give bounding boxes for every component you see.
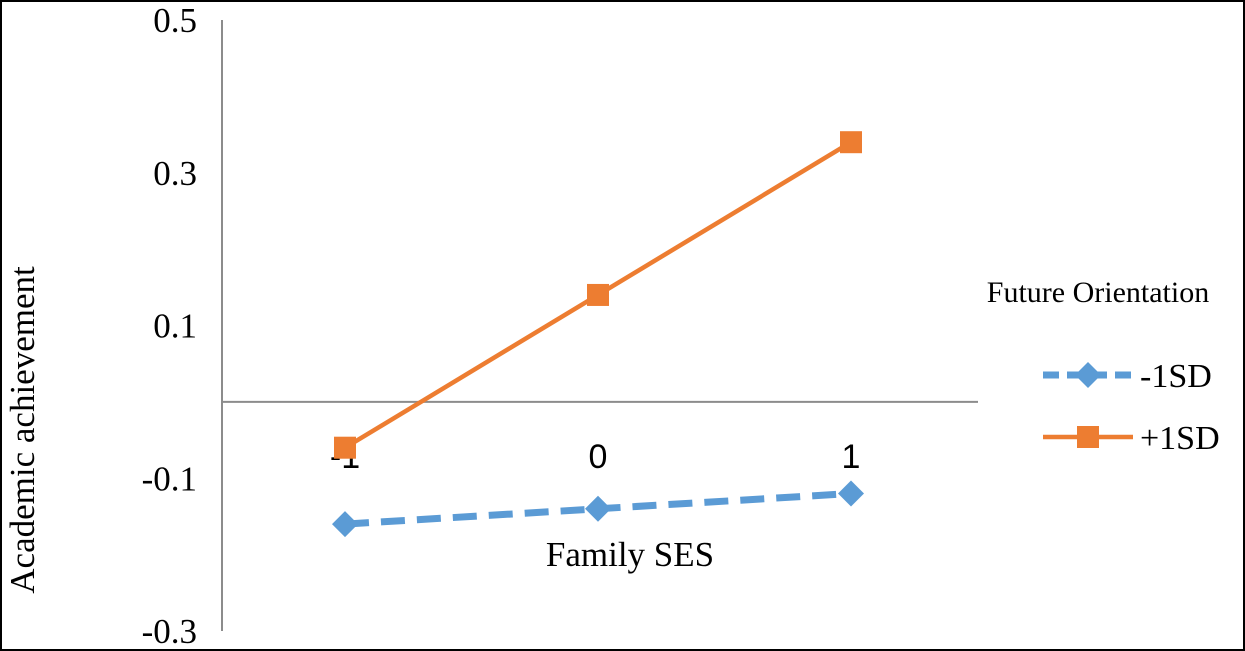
y-tick-label: 0.3	[153, 154, 197, 193]
legend: Future Orientation -1SD +1SD	[987, 276, 1220, 457]
data-point-marker	[332, 511, 358, 538]
y-tick-label: 0.1	[153, 307, 197, 346]
x-axis-label: Family SES	[546, 535, 714, 574]
data-point-marker	[840, 131, 862, 154]
data-point-marker	[838, 480, 864, 507]
legend-label: +1SD	[1140, 420, 1220, 457]
x-tick-label: 0	[589, 438, 608, 476]
legend-item: -1SD	[1043, 358, 1212, 395]
series-group	[332, 131, 864, 538]
y-tick-labels: 0.5 0.3 0.1 -0.1 -0.3	[142, 1, 197, 651]
legend-item: +1SD	[1043, 420, 1220, 457]
series-plus-1sd	[334, 131, 862, 459]
y-tick-label: -0.1	[142, 459, 197, 498]
y-tick-label: 0.5	[153, 1, 197, 40]
y-axis-label: Academic achievement	[3, 266, 42, 594]
series-minus-1sd	[332, 480, 864, 538]
data-point-marker	[585, 495, 611, 522]
axes	[221, 20, 978, 631]
x-tick-label: 1	[842, 438, 861, 476]
legend-marker	[1077, 426, 1099, 448]
legend-marker	[1075, 362, 1101, 388]
data-point-marker	[587, 283, 609, 306]
legend-title: Future Orientation	[987, 276, 1209, 309]
y-tick-label: -0.3	[142, 612, 197, 651]
legend-label: -1SD	[1140, 358, 1212, 395]
data-point-marker	[334, 436, 356, 459]
